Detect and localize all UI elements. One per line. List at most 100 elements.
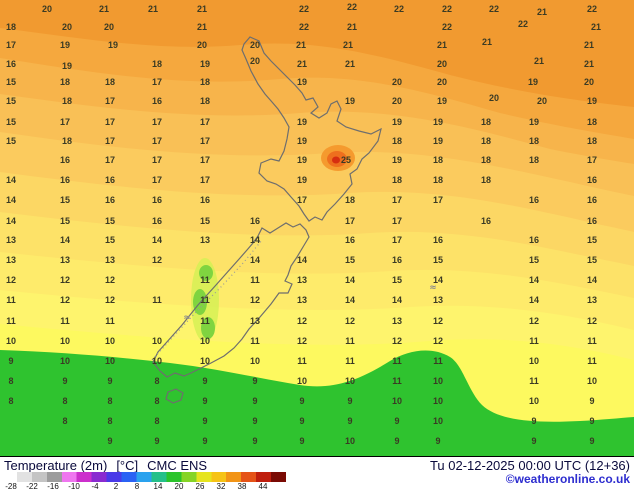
temp-value: 18 xyxy=(391,136,403,146)
temp-value: 12 xyxy=(249,295,261,305)
temp-value: 17 xyxy=(151,77,163,87)
color-scale-tick: 14 xyxy=(153,482,163,490)
temp-value: 11 xyxy=(200,316,210,326)
temp-value: 9 xyxy=(347,396,353,406)
temp-value: 12 xyxy=(432,316,444,326)
temp-value: 10 xyxy=(528,396,540,406)
temp-value: 9 xyxy=(202,376,208,386)
temp-value: 14 xyxy=(344,295,356,305)
temp-value: 16 xyxy=(104,175,116,185)
temp-value: 11 xyxy=(345,356,355,366)
temp-value: 16 xyxy=(391,255,403,265)
temp-value: 18 xyxy=(5,22,17,32)
temp-value: 9 xyxy=(202,396,208,406)
temp-value: 12 xyxy=(391,336,403,346)
hot-spot xyxy=(321,145,355,171)
temp-value: 14 xyxy=(249,235,261,245)
model-label: CMC ENS xyxy=(147,458,208,473)
unit-label: [°C] xyxy=(116,458,139,473)
temp-value: 20 xyxy=(436,77,448,87)
temp-value: 14 xyxy=(432,275,444,285)
temp-value: 12 xyxy=(104,295,116,305)
temp-value: 9 xyxy=(531,416,537,426)
temp-value: 20 xyxy=(41,4,53,14)
color-scale-tick: -28 xyxy=(5,482,17,490)
temp-value: 15 xyxy=(586,235,598,245)
temp-value: 21 xyxy=(98,4,110,14)
temp-value: 11 xyxy=(6,316,16,326)
temp-value: 19 xyxy=(296,77,308,87)
temp-value: 20 xyxy=(249,56,261,66)
temp-value: 9 xyxy=(8,356,14,366)
temp-value: 18 xyxy=(480,155,492,165)
temp-value: 9 xyxy=(154,436,160,446)
temp-value: 22 xyxy=(441,4,453,14)
temp-value: 13 xyxy=(5,255,17,265)
temp-value: 11 xyxy=(105,316,115,326)
temp-value: 10 xyxy=(528,356,540,366)
temp-value: 11 xyxy=(529,376,539,386)
temp-value: 10 xyxy=(104,336,116,346)
temp-value: 21 xyxy=(533,56,545,66)
temp-value: 16 xyxy=(528,235,540,245)
temp-value: 13 xyxy=(296,275,308,285)
temp-value: 20 xyxy=(583,77,595,87)
color-scale-tick: 8 xyxy=(134,482,140,490)
temp-value: 12 xyxy=(5,275,17,285)
product-label: Temperature (2m) xyxy=(4,458,108,473)
temp-value: 8 xyxy=(154,416,160,426)
temp-value: 18 xyxy=(151,59,163,69)
temp-value: 9 xyxy=(252,416,258,426)
temp-value: 11 xyxy=(297,356,307,366)
temp-value: 10 xyxy=(5,336,17,346)
temp-value: 10 xyxy=(59,336,71,346)
temp-value: 8 xyxy=(154,376,160,386)
temp-value: 21 xyxy=(147,4,159,14)
temp-value: 16 xyxy=(528,195,540,205)
temp-value: 14 xyxy=(5,216,17,226)
cold-spot-core xyxy=(199,265,213,281)
temp-value: 15 xyxy=(59,195,71,205)
temp-value: 16 xyxy=(586,175,598,185)
temp-value: 14 xyxy=(296,255,308,265)
temp-value: 19 xyxy=(586,96,598,106)
temp-value: 21 xyxy=(344,59,356,69)
temp-value: 13 xyxy=(296,295,308,305)
temp-value: 17 xyxy=(391,195,403,205)
temp-value: 15 xyxy=(586,255,598,265)
temp-value: 15 xyxy=(199,216,211,226)
temp-value: 20 xyxy=(536,96,548,106)
temp-value: 17 xyxy=(151,136,163,146)
temp-value: 21 xyxy=(583,40,595,50)
temp-value: 17 xyxy=(199,155,211,165)
temp-value: 14 xyxy=(586,275,598,285)
legend-bar: Temperature (2m) [°C] CMC ENS Tu 02-12-202… xyxy=(0,456,634,490)
temp-value: 11 xyxy=(529,336,539,346)
map-background xyxy=(0,0,634,456)
temp-value: 19 xyxy=(527,77,539,87)
temp-value: 17 xyxy=(296,195,308,205)
color-scale-tick: 20 xyxy=(174,482,184,490)
temp-value: 19 xyxy=(296,155,308,165)
temp-value: 9 xyxy=(589,396,595,406)
temp-value: 19 xyxy=(391,117,403,127)
temp-value: 22 xyxy=(298,4,310,14)
temp-value: 20 xyxy=(196,40,208,50)
temp-value: 18 xyxy=(480,175,492,185)
coastline-south-island xyxy=(152,222,310,378)
color-scale-tick: 44 xyxy=(258,482,268,490)
wave-icon: ≈ xyxy=(183,313,191,323)
temp-value: 10 xyxy=(296,376,308,386)
temp-value: 17 xyxy=(199,175,211,185)
temp-value: 14 xyxy=(391,295,403,305)
color-scale-tick: 2 xyxy=(113,482,119,490)
temp-value: 19 xyxy=(436,96,448,106)
temp-value: 9 xyxy=(252,396,258,406)
cold-spot-core xyxy=(201,317,215,339)
temp-value: 16 xyxy=(480,216,492,226)
temp-value: 17 xyxy=(391,216,403,226)
temp-value: 12 xyxy=(59,275,71,285)
temp-value: 17 xyxy=(104,117,116,127)
color-scale-tick: -16 xyxy=(47,482,59,490)
temp-value: 18 xyxy=(61,136,73,146)
